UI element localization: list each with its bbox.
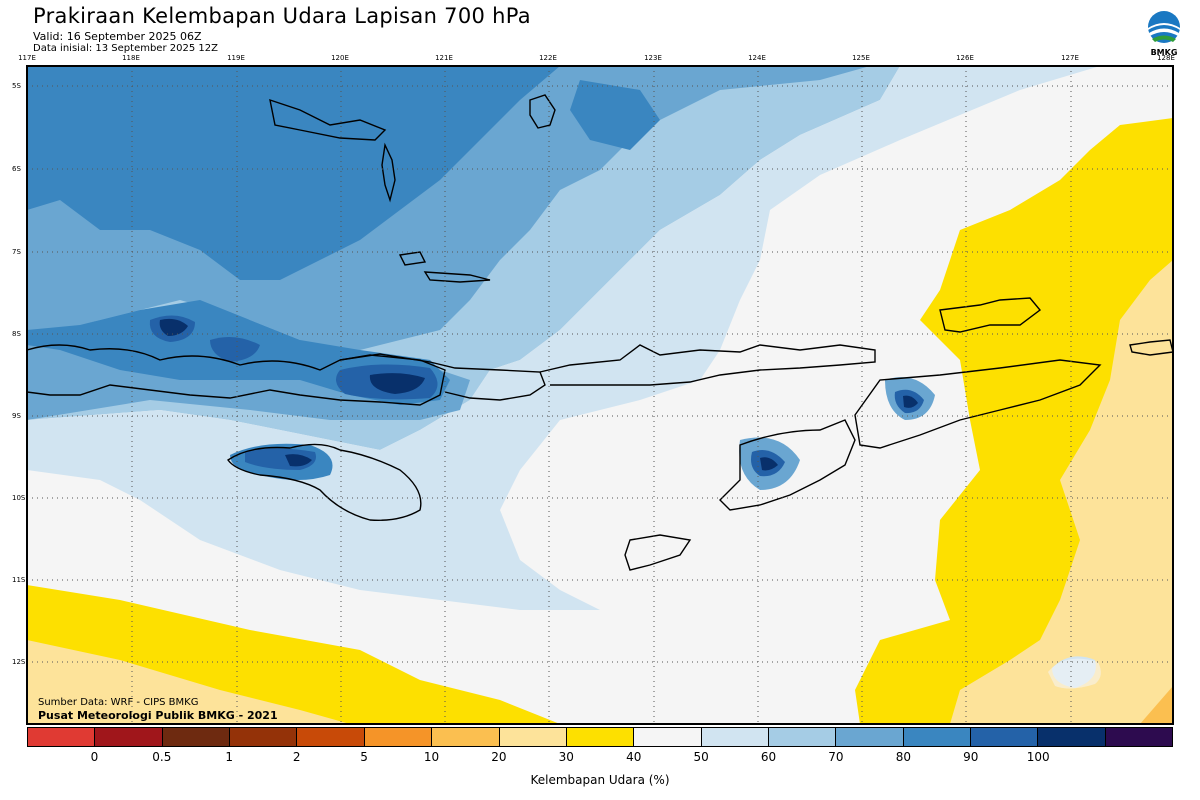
core-11 (903, 395, 918, 408)
colorbar-swatch (701, 728, 769, 746)
colorbar-swatch (634, 728, 702, 746)
colorbar-swatch (95, 728, 163, 746)
band-90-100-b (570, 80, 660, 150)
band-90-100 (27, 66, 560, 280)
lon-label: 121E (435, 54, 453, 62)
band-30-40-south (27, 640, 350, 724)
lat-label: 11S (12, 576, 26, 584)
colorbar-swatch (28, 728, 96, 746)
colorbar-tick-label: 5 (360, 750, 368, 764)
lon-label: 128E (1157, 54, 1175, 62)
bmkg-logo: BMKG (1148, 11, 1180, 57)
colorbar-tick-label: 0.5 (152, 750, 172, 764)
lon-label: 118E (122, 54, 140, 62)
colorbar-tick-label: 1 (225, 750, 234, 764)
colorbar-tick-label: 50 (693, 750, 709, 764)
lon-label: 120E (331, 54, 349, 62)
data-source: Sumber Data: WRF - CIPS BMKG (38, 697, 199, 708)
valid-time: Valid: 16 September 2025 06Z (33, 30, 202, 43)
core-8 (369, 373, 425, 394)
lon-label: 122E (539, 54, 557, 62)
band-20-30-corner (1140, 686, 1173, 724)
colorbar-swatch (971, 728, 1039, 746)
colorbar-swatch (903, 728, 972, 746)
colorbar-tick-label: 60 (760, 750, 777, 764)
lon-label: 125E (852, 54, 870, 62)
lat-label: 6S (12, 165, 21, 173)
colorbar-swatch (1038, 728, 1106, 746)
lon-label: 119E (227, 54, 245, 62)
colorbar-swatch (768, 728, 837, 746)
colorbar-tick-label: 70 (828, 750, 844, 764)
core-9 (285, 454, 312, 467)
colorbar-tick-label: 10 (423, 750, 440, 764)
colorbar-swatch (499, 728, 567, 746)
colorbar-tick-label: 30 (558, 750, 574, 764)
map-frame (26, 65, 1174, 725)
lat-label: 5S (12, 82, 21, 90)
colorbar-tick-label: 100 (1026, 750, 1050, 764)
organization-credit: Pusat Meteorologi Publik BMKG - 2021 (38, 709, 278, 722)
colorbar-swatch (297, 728, 365, 746)
lon-label: 123E (644, 54, 662, 62)
colorbar-swatch (1105, 728, 1173, 746)
colorbar-tick-label: 40 (626, 750, 642, 764)
svg-text:BMKG: BMKG (1151, 48, 1178, 57)
core-3 (210, 336, 260, 362)
colorbar-tick-label: 20 (491, 750, 507, 764)
lat-label: 8S (12, 330, 21, 338)
core-10 (760, 457, 778, 471)
colorbar-swatch (566, 728, 635, 746)
colorbar-label: Kelembapan Udara (%) (530, 773, 670, 787)
colorbar-swatch (432, 728, 500, 746)
lat-label: 10S (12, 494, 26, 502)
band-30-40-east (950, 260, 1173, 724)
colorbar-tick-label: 80 (895, 750, 911, 764)
colorbar-swatch (836, 728, 904, 746)
map-title: Prakiraan Kelembapan Udara Lapisan 700 h… (33, 4, 531, 28)
lon-label: 127E (1061, 54, 1079, 62)
coastlines (27, 94, 1173, 571)
colorbar-swatch (230, 728, 298, 746)
lon-label: 124E (748, 54, 766, 62)
lat-label: 9S (12, 412, 21, 420)
colorbar-tick-label: 0 (90, 750, 99, 764)
lon-label: 126E (956, 54, 974, 62)
lat-label: 7S (12, 248, 21, 256)
core-7 (159, 318, 188, 336)
colorbar-tick-label: 90 (963, 750, 979, 764)
blob-se-white (1048, 658, 1101, 689)
colorbar-swatch (162, 728, 231, 746)
lat-lon-grid (27, 66, 1173, 724)
lat-label: 12S (12, 658, 26, 666)
initial-data-time: Data inisial: 13 September 2025 12Z (33, 43, 218, 54)
colorbar (27, 727, 1173, 747)
lon-label: 117E (18, 54, 36, 62)
colorbar-tick-label: 2 (292, 750, 301, 764)
colorbar-swatch (364, 728, 433, 746)
